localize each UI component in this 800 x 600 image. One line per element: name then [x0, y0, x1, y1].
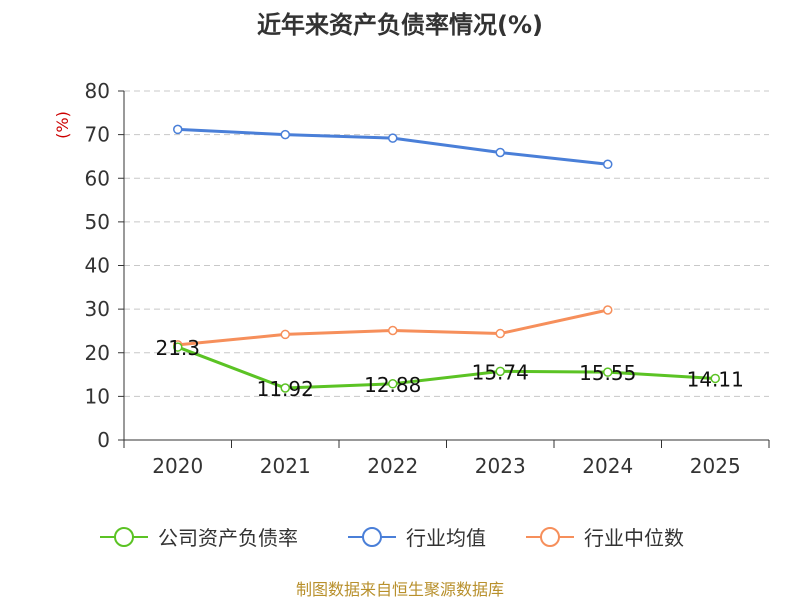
y-tick-label: 0 [97, 428, 110, 452]
x-tick-label-2024: 2024 [582, 454, 633, 478]
x-tick-label-2023: 2023 [475, 454, 526, 478]
data-labels: 21.3 11.92 12.88 15.74 15.55 14.11 [155, 336, 743, 401]
data-point-1-0[interactable] [173, 124, 183, 135]
y-tick-label: 70 [85, 123, 110, 147]
data-point-0-4[interactable] [603, 367, 613, 377]
data-point-2-1[interactable] [280, 329, 290, 340]
y-axis-unit-label: (%) [53, 111, 72, 139]
legend-marker-icon [540, 527, 560, 547]
series-line-0 [177, 345, 716, 390]
y-tick-label: 60 [85, 166, 110, 190]
data-point-0-5[interactable] [710, 373, 720, 384]
legend-label: 行业均值 [406, 526, 486, 550]
source-note: 制图数据来自恒生聚源数据库 [296, 580, 504, 599]
legend-marker-icon [114, 527, 134, 547]
data-point-0-0[interactable] [173, 342, 183, 352]
data-point-2-4[interactable] [603, 305, 613, 315]
chart-title: 近年来资产负债率情况(%) [257, 11, 543, 39]
y-tick-label: 20 [85, 341, 110, 365]
data-label: 15.55 [579, 361, 636, 385]
data-point-2-3[interactable] [495, 328, 505, 339]
data-label: 12.88 [364, 373, 421, 397]
y-tick-label: 40 [85, 254, 110, 278]
data-point-0-1[interactable] [280, 383, 290, 393]
y-tick-label: 10 [85, 384, 110, 408]
data-point-1-3[interactable] [495, 147, 505, 158]
legend-label: 行业中位数 [584, 526, 684, 550]
data-point-1-4[interactable] [603, 159, 613, 170]
data-label: 11.92 [257, 377, 314, 401]
data-point-0-3[interactable] [495, 366, 505, 377]
data-point-2-2[interactable] [388, 325, 398, 336]
data-point-0-2[interactable] [388, 379, 398, 389]
data-point-1-1[interactable] [280, 129, 290, 140]
data-label: 15.74 [472, 360, 529, 384]
x-tick-label-2025: 2025 [690, 454, 741, 478]
x-tick-label-2021: 2021 [260, 454, 311, 478]
axes: 0 10 20 30 40 50 60 70 80 2020 2021 2022 2023 2024 202… [85, 79, 770, 478]
legend-item-1[interactable]: 行业均值 [348, 526, 486, 550]
series-lines [173, 124, 720, 393]
legend-marker-icon [362, 527, 382, 547]
data-label: 21.3 [155, 336, 200, 360]
x-tick-label-2022: 2022 [367, 454, 418, 478]
y-tick-label: 80 [85, 79, 110, 103]
legend[interactable]: 公司资产负债率 行业均值 行业中位数 [100, 526, 684, 550]
legend-item-0[interactable]: 公司资产负债率 [100, 526, 298, 550]
x-tick-label-2020: 2020 [152, 454, 203, 478]
y-tick-label: 50 [85, 210, 110, 234]
legend-item-2[interactable]: 行业中位数 [526, 526, 684, 550]
data-point-1-2[interactable] [388, 133, 398, 143]
gridlines [124, 90, 769, 397]
y-tick-label: 30 [85, 297, 110, 321]
data-label: 14.11 [687, 367, 744, 391]
legend-label: 公司资产负债率 [158, 526, 298, 550]
